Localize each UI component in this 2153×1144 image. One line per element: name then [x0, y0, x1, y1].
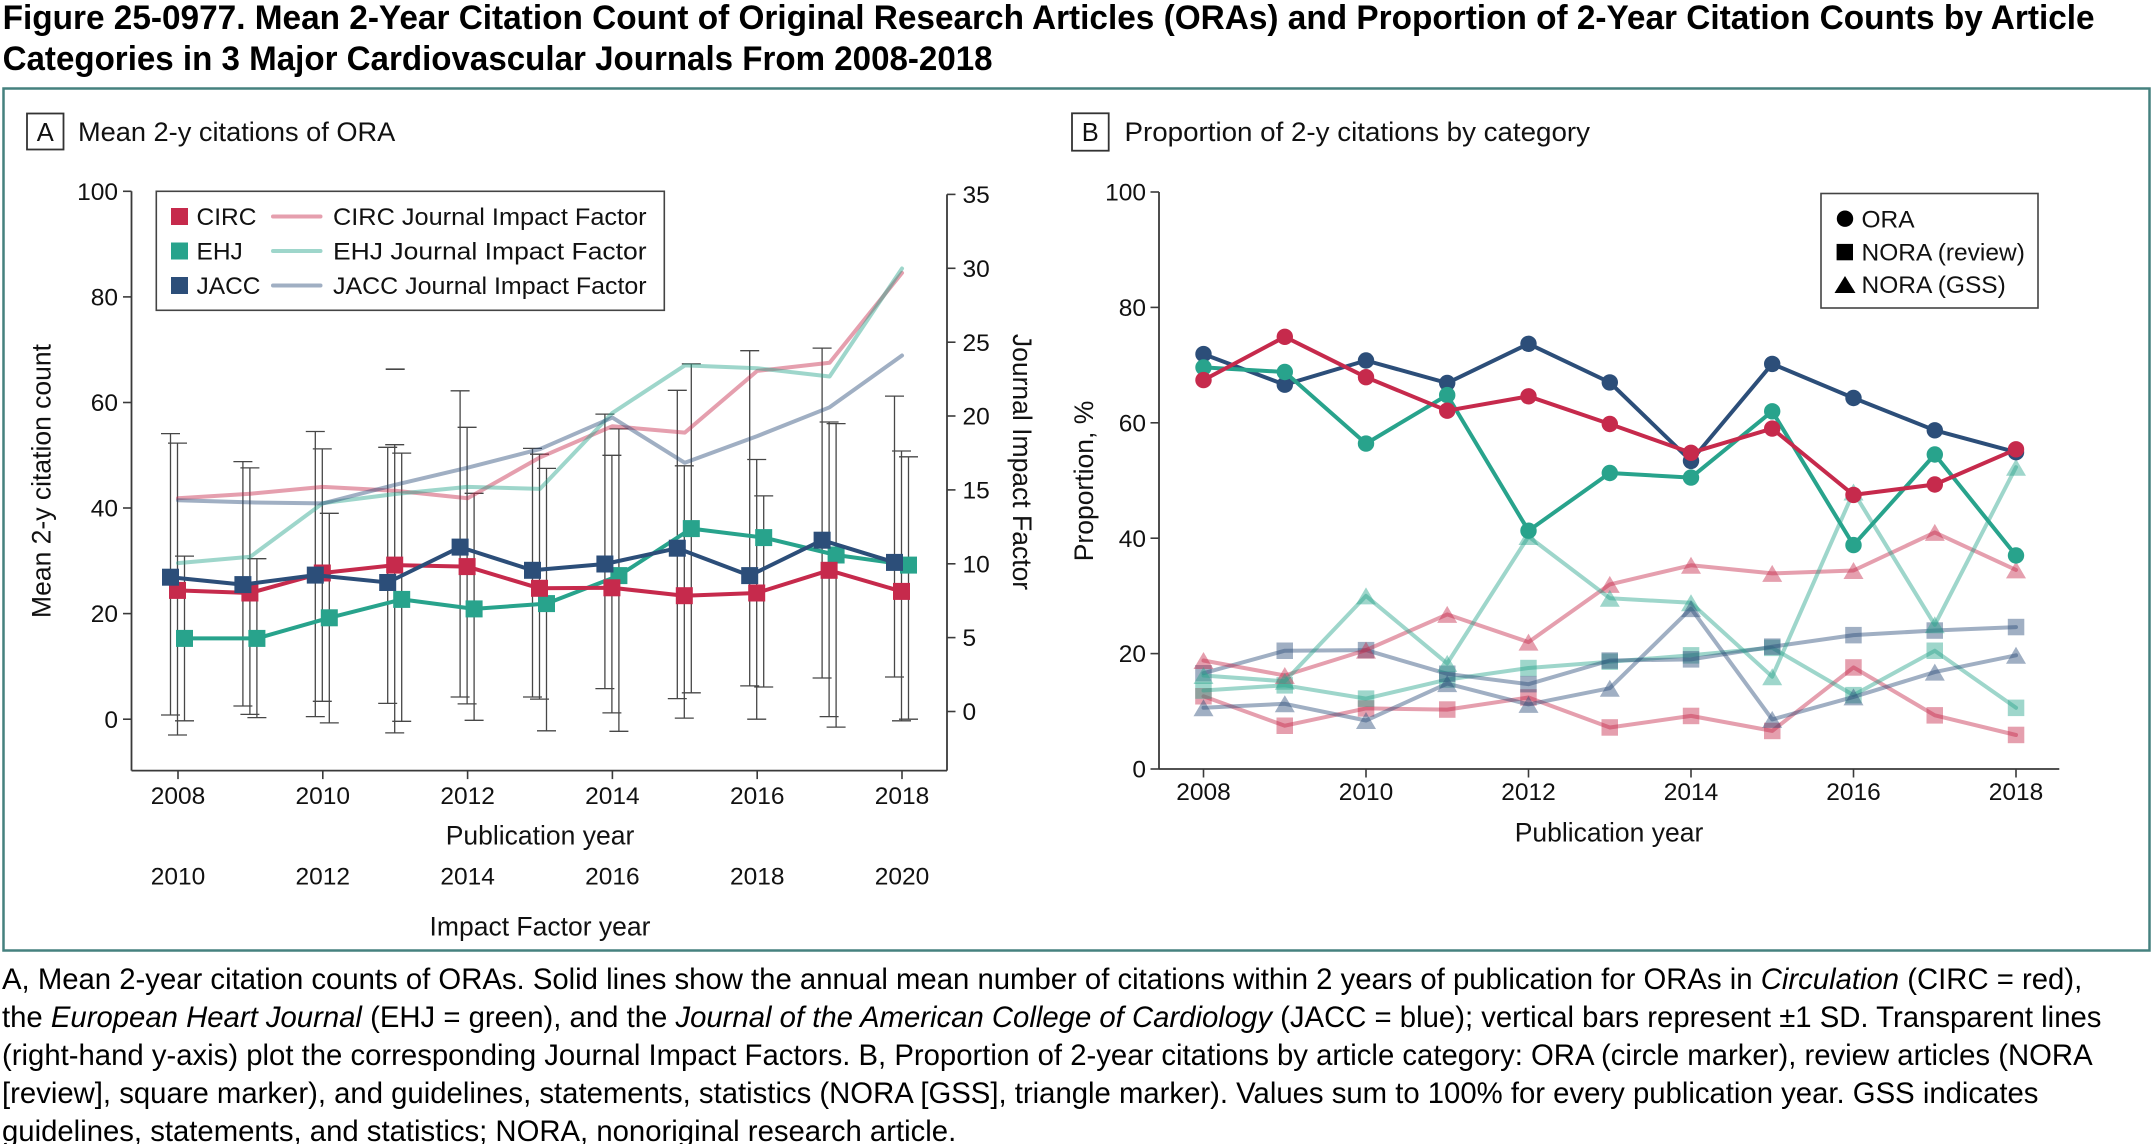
svg-text:NORA (review): NORA (review): [1862, 240, 2025, 267]
svg-text:2018: 2018: [875, 783, 930, 810]
svg-text:0: 0: [963, 699, 977, 726]
svg-text:40: 40: [91, 496, 118, 523]
svg-text:2016: 2016: [730, 783, 785, 810]
svg-text:A: A: [37, 119, 54, 147]
svg-text:(right-hand y-axis) plot the c: (right-hand y-axis) plot the correspondi…: [2, 1039, 2093, 1072]
svg-text:[review], square marker), and: [review], square marker), and guidelines…: [2, 1077, 2038, 1110]
svg-text:20: 20: [963, 404, 990, 431]
svg-text:JACC: JACC: [197, 273, 261, 300]
svg-text:JACC Journal Impact Factor: JACC Journal Impact Factor: [333, 273, 647, 300]
svg-text:Mean 2-y citations of ORA: Mean 2-y citations of ORA: [78, 116, 396, 147]
svg-text:A, Mean 2-year citation counts: A, Mean 2-year citation counts of ORAs. …: [2, 963, 2082, 996]
svg-text:20: 20: [91, 601, 118, 628]
svg-text:Journal Impact Factor: Journal Impact Factor: [1007, 334, 1037, 590]
svg-text:10: 10: [963, 551, 990, 578]
svg-text:80: 80: [91, 285, 118, 312]
svg-text:Proportion of 2-y citations by: Proportion of 2-y citations by category: [1125, 116, 1591, 147]
svg-text:60: 60: [1119, 410, 1146, 437]
svg-text:Proportion, %: Proportion, %: [1069, 401, 1099, 562]
svg-text:2016: 2016: [1826, 779, 1881, 806]
svg-text:2018: 2018: [1989, 779, 2044, 806]
svg-text:Figure 25-0977. Mean 2-Year Ci: Figure 25-0977. Mean 2-Year Citation Cou…: [3, 0, 2095, 37]
svg-text:5: 5: [963, 625, 977, 652]
svg-text:2010: 2010: [1339, 779, 1394, 806]
svg-text:100: 100: [77, 179, 118, 206]
svg-text:2008: 2008: [1176, 779, 1231, 806]
svg-text:guidelines, statements, and st: guidelines, statements, and statistics; …: [2, 1115, 956, 1144]
svg-text:NORA (GSS): NORA (GSS): [1862, 272, 2006, 299]
svg-text:Mean 2-y citation count: Mean 2-y citation count: [27, 343, 57, 618]
svg-text:CIRC Journal Impact Factor: CIRC Journal Impact Factor: [333, 204, 647, 231]
svg-text:2014: 2014: [440, 864, 495, 891]
svg-text:2018: 2018: [730, 864, 785, 891]
svg-text:Categories in 3 Major Cardiova: Categories in 3 Major Cardiovascular Jou…: [3, 40, 993, 78]
svg-text:2010: 2010: [151, 864, 206, 891]
svg-text:2012: 2012: [296, 864, 351, 891]
svg-text:15: 15: [963, 478, 990, 505]
svg-text:20: 20: [1119, 641, 1146, 668]
svg-text:Publication year: Publication year: [446, 821, 635, 851]
svg-text:B: B: [1082, 119, 1099, 147]
svg-text:60: 60: [91, 390, 118, 417]
svg-text:30: 30: [963, 256, 990, 283]
svg-text:2014: 2014: [1664, 779, 1719, 806]
svg-text:25: 25: [963, 330, 990, 357]
svg-text:the European Heart Journal (EH: the European Heart Journal (EHJ = green)…: [2, 1001, 2101, 1034]
svg-text:0: 0: [1132, 757, 1146, 784]
svg-text:2012: 2012: [1501, 779, 1556, 806]
svg-text:80: 80: [1119, 295, 1146, 322]
svg-text:2008: 2008: [151, 783, 206, 810]
svg-text:35: 35: [963, 182, 990, 209]
svg-text:40: 40: [1119, 526, 1146, 553]
svg-text:0: 0: [104, 707, 118, 734]
svg-text:ORA: ORA: [1862, 206, 1916, 233]
svg-text:2014: 2014: [585, 783, 640, 810]
svg-text:2020: 2020: [875, 864, 930, 891]
svg-text:Impact Factor year: Impact Factor year: [430, 912, 651, 942]
svg-text:EHJ Journal Impact Factor: EHJ Journal Impact Factor: [333, 239, 647, 266]
svg-text:2010: 2010: [296, 783, 351, 810]
svg-text:100: 100: [1105, 180, 1146, 207]
svg-text:CIRC: CIRC: [197, 204, 257, 231]
svg-text:EHJ: EHJ: [197, 239, 243, 266]
svg-text:2016: 2016: [585, 864, 640, 891]
svg-text:2012: 2012: [440, 783, 495, 810]
svg-text:Publication year: Publication year: [1515, 818, 1704, 848]
